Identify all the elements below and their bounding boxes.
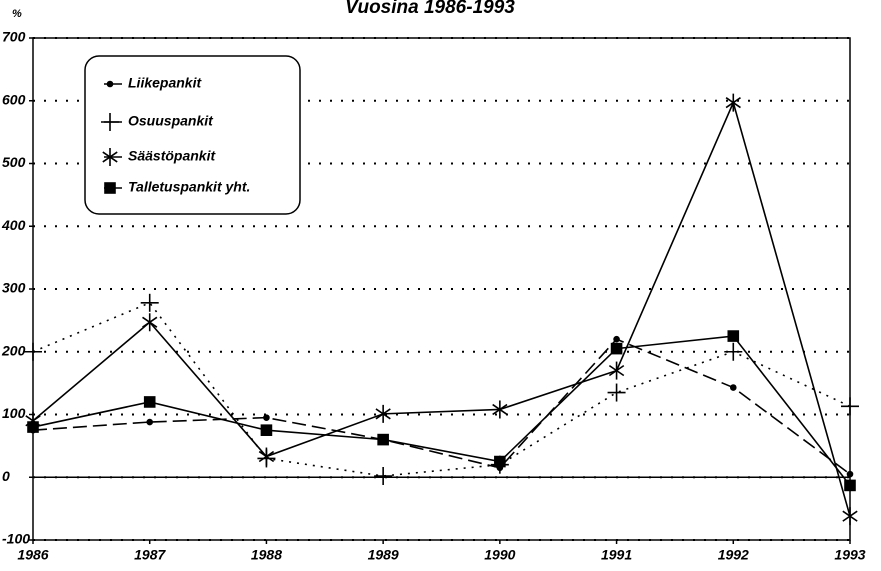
y-tick-label: 100 xyxy=(2,405,26,421)
x-tick-label: 1993 xyxy=(834,547,865,563)
x-tick-label: 1990 xyxy=(484,547,515,563)
x-tick-label: 1992 xyxy=(718,547,749,563)
marker-dot xyxy=(846,470,854,478)
legend-label: Osuuspankit xyxy=(128,113,214,129)
legend-label: Liikepankit xyxy=(128,75,202,91)
marker xyxy=(729,384,737,391)
series-line xyxy=(32,100,851,517)
marker xyxy=(608,361,625,380)
marker xyxy=(102,148,118,166)
marker xyxy=(841,397,859,416)
marker xyxy=(724,342,743,361)
y-tick-label: 400 xyxy=(1,217,26,233)
y-tick-label: 0 xyxy=(2,468,10,484)
marker-square xyxy=(143,396,156,408)
y-tick-label: 600 xyxy=(2,91,26,107)
marker xyxy=(101,113,119,131)
legend-label: Talletuspankit yht. xyxy=(128,179,250,195)
marker xyxy=(610,342,623,355)
x-tick-label: 1988 xyxy=(251,547,282,563)
marker xyxy=(613,335,620,343)
y-tick-label: -100 xyxy=(2,531,30,547)
marker-square xyxy=(844,479,856,492)
marker xyxy=(607,383,626,402)
x-tick-label: 1991 xyxy=(601,547,632,563)
marker-square xyxy=(494,455,506,468)
marker xyxy=(106,80,114,88)
marker-dot xyxy=(263,414,270,421)
chart-title: Vuosina 1986-1993 xyxy=(345,0,515,18)
marker xyxy=(492,400,508,419)
marker-dot xyxy=(613,335,620,343)
marker xyxy=(375,404,391,423)
marker xyxy=(143,396,156,408)
marker xyxy=(374,466,393,485)
series-line xyxy=(32,335,851,486)
marker xyxy=(377,433,389,446)
marker xyxy=(844,479,856,492)
y-axis-label: % xyxy=(12,8,22,20)
y-tick-label: 700 xyxy=(2,29,26,45)
y-tick-label: 500 xyxy=(2,154,26,170)
marker xyxy=(846,470,854,478)
marker xyxy=(146,418,154,426)
marker xyxy=(142,313,158,332)
marker xyxy=(725,93,741,112)
marker-stroke xyxy=(608,364,625,377)
x-tick-label: 1986 xyxy=(17,547,48,563)
marker xyxy=(24,342,42,361)
marker-square xyxy=(104,182,116,194)
marker xyxy=(258,447,275,466)
marker-square xyxy=(610,342,623,355)
legend-label: Säästöpankit xyxy=(128,148,216,164)
y-tick-label: 300 xyxy=(2,280,26,296)
plot-frame xyxy=(32,37,851,541)
series-line xyxy=(32,338,851,475)
marker-stroke xyxy=(258,450,275,463)
marker xyxy=(27,421,39,433)
x-tick-label: 1987 xyxy=(134,547,166,563)
series-line xyxy=(32,301,851,477)
marker-stroke xyxy=(375,408,391,420)
marker xyxy=(842,507,858,526)
marker-stroke xyxy=(492,403,508,416)
legend-box xyxy=(84,55,301,215)
marker-stroke xyxy=(842,510,858,522)
marker-stroke xyxy=(142,316,158,328)
marker-dot xyxy=(106,80,114,88)
marker-square xyxy=(377,433,389,446)
marker-square xyxy=(727,330,740,342)
marker-square xyxy=(27,421,39,433)
marker-dot xyxy=(729,384,737,391)
marker-dot xyxy=(146,418,154,426)
marker xyxy=(260,424,273,436)
marker-square xyxy=(260,424,273,436)
marker-stroke xyxy=(102,151,118,163)
marker xyxy=(140,293,159,312)
marker xyxy=(104,182,116,194)
marker xyxy=(263,414,270,421)
marker xyxy=(727,330,740,342)
marker-stroke xyxy=(725,97,741,109)
y-tick-label: 200 xyxy=(1,342,26,358)
x-tick-label: 1989 xyxy=(368,547,399,563)
marker xyxy=(494,455,506,468)
